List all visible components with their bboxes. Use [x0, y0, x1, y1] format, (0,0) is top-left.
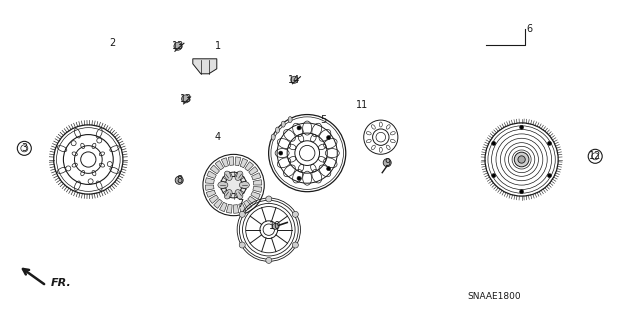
Circle shape	[272, 224, 278, 229]
Wedge shape	[220, 202, 227, 211]
Circle shape	[297, 126, 301, 130]
Circle shape	[383, 159, 391, 167]
Wedge shape	[248, 196, 257, 205]
Circle shape	[520, 125, 524, 129]
Text: 13: 13	[179, 94, 192, 104]
Wedge shape	[215, 160, 223, 170]
Ellipse shape	[235, 171, 243, 181]
Wedge shape	[205, 185, 214, 190]
Wedge shape	[206, 190, 216, 197]
Circle shape	[492, 174, 496, 178]
Circle shape	[292, 242, 298, 248]
Text: 6: 6	[527, 24, 533, 34]
Wedge shape	[251, 192, 260, 199]
Text: 2: 2	[109, 38, 115, 48]
Wedge shape	[227, 204, 232, 213]
Wedge shape	[239, 203, 246, 212]
Circle shape	[292, 211, 298, 217]
Wedge shape	[252, 173, 261, 180]
Wedge shape	[235, 157, 241, 166]
Text: 7: 7	[237, 199, 243, 209]
Circle shape	[71, 141, 76, 146]
Circle shape	[291, 76, 298, 83]
Wedge shape	[253, 187, 262, 192]
Text: FR.: FR.	[51, 278, 71, 288]
Text: 9: 9	[384, 158, 390, 168]
Text: 8: 8	[176, 175, 182, 185]
Circle shape	[239, 242, 245, 248]
Circle shape	[266, 196, 272, 202]
Circle shape	[326, 167, 331, 171]
Wedge shape	[244, 200, 252, 210]
Ellipse shape	[224, 171, 232, 181]
Polygon shape	[193, 59, 217, 74]
Text: 13: 13	[172, 41, 184, 51]
Circle shape	[239, 211, 245, 217]
Wedge shape	[209, 195, 218, 204]
Text: SNAAE1800: SNAAE1800	[467, 292, 521, 301]
Circle shape	[520, 190, 524, 194]
Ellipse shape	[281, 121, 285, 127]
Circle shape	[97, 138, 102, 143]
Ellipse shape	[275, 127, 280, 133]
Circle shape	[297, 176, 301, 180]
Ellipse shape	[239, 182, 250, 189]
Wedge shape	[245, 162, 253, 171]
Wedge shape	[211, 165, 220, 174]
Wedge shape	[221, 158, 228, 167]
Circle shape	[492, 141, 496, 145]
Circle shape	[547, 174, 552, 178]
Ellipse shape	[218, 182, 228, 189]
Circle shape	[547, 141, 552, 145]
Wedge shape	[249, 167, 258, 175]
Text: 1: 1	[214, 41, 221, 51]
Wedge shape	[205, 178, 214, 183]
Ellipse shape	[224, 189, 232, 199]
Wedge shape	[240, 159, 248, 168]
Wedge shape	[228, 157, 234, 166]
Wedge shape	[214, 199, 222, 208]
Text: 4: 4	[214, 132, 221, 142]
Circle shape	[66, 166, 71, 171]
Text: 14: 14	[288, 75, 301, 85]
Circle shape	[175, 176, 183, 184]
Circle shape	[515, 152, 529, 167]
Circle shape	[88, 179, 93, 184]
Circle shape	[326, 136, 331, 139]
Ellipse shape	[288, 117, 292, 122]
Circle shape	[279, 151, 283, 155]
Ellipse shape	[271, 134, 275, 140]
Text: 5: 5	[320, 115, 326, 125]
Ellipse shape	[235, 189, 243, 199]
Text: 3: 3	[21, 143, 28, 153]
Text: 12: 12	[589, 151, 602, 161]
Circle shape	[266, 257, 272, 263]
Circle shape	[182, 95, 189, 103]
Text: 11: 11	[355, 100, 368, 110]
Wedge shape	[253, 180, 262, 185]
Wedge shape	[207, 171, 216, 178]
Circle shape	[221, 172, 246, 198]
Circle shape	[108, 161, 112, 167]
Circle shape	[518, 156, 525, 163]
Text: 10: 10	[269, 221, 282, 232]
Circle shape	[174, 42, 182, 50]
Wedge shape	[234, 204, 239, 213]
